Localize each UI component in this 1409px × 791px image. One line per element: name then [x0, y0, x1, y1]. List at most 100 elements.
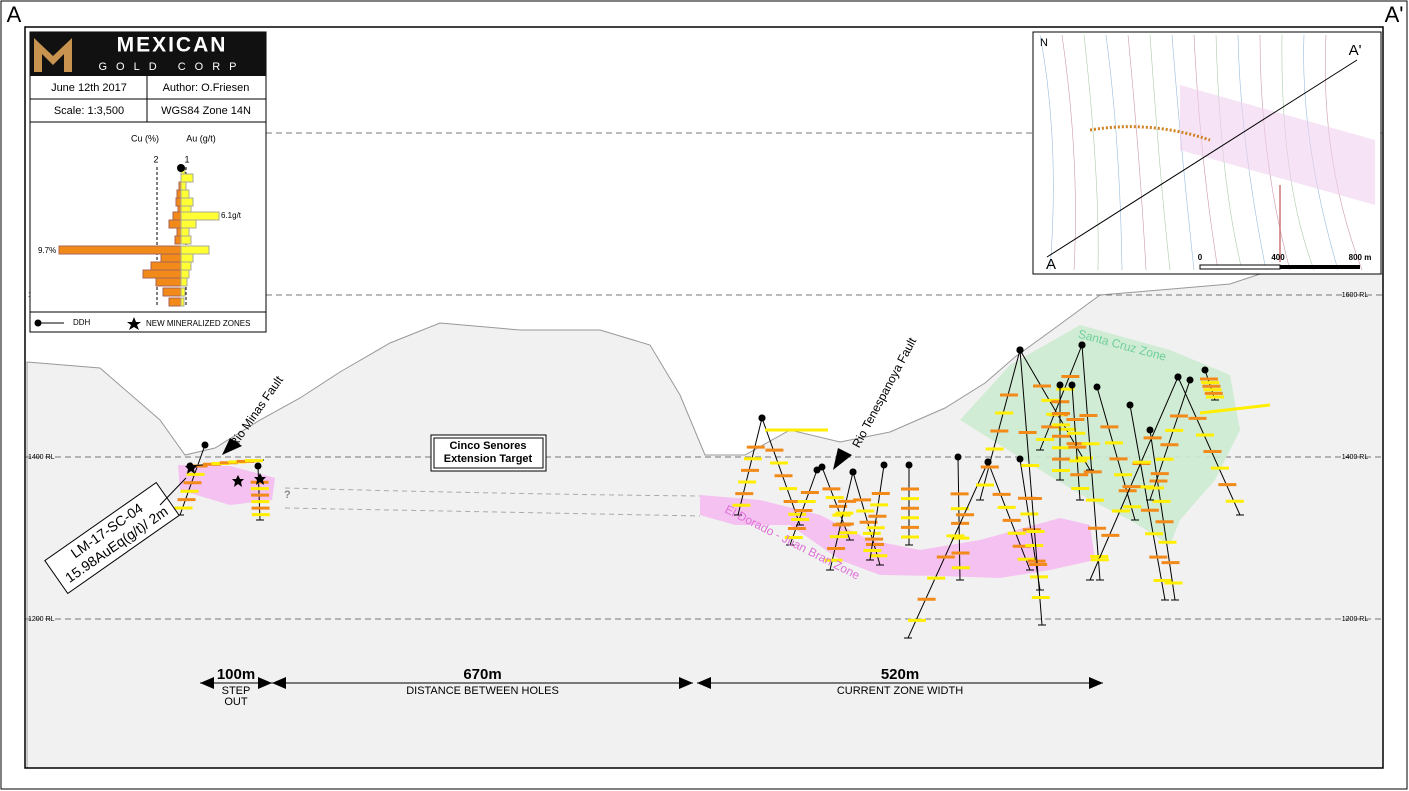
dimension-label: STEP [222, 685, 251, 697]
info-grid [30, 76, 266, 123]
rl-label: 1400 RL [28, 454, 55, 461]
au-bar [180, 189, 190, 199]
scale-400: 400 [1271, 253, 1285, 262]
collar [880, 461, 888, 469]
dimension-value: 520m [881, 666, 919, 683]
legend-box [29, 31, 267, 333]
collar [1146, 426, 1154, 434]
drill-hole [789, 469, 818, 546]
collar [254, 462, 262, 470]
au-bar [180, 297, 185, 307]
legend-ddh: DDH [73, 318, 91, 327]
contour [1127, 34, 1147, 271]
au-bar [180, 261, 192, 271]
cu-bar [142, 269, 182, 279]
inset-a-prime: A' [1349, 42, 1362, 59]
contour [1039, 34, 1054, 271]
star-symbol [127, 317, 141, 330]
contour [1105, 34, 1123, 271]
collar [201, 441, 209, 449]
cu-tick: 2 [153, 154, 158, 164]
collar [1016, 455, 1024, 463]
collar [1126, 401, 1134, 409]
cu-bar [174, 235, 182, 245]
scale-0: 0 [1198, 253, 1203, 262]
collar [905, 461, 913, 469]
collar [1016, 346, 1024, 354]
cu-bar [150, 261, 182, 271]
au-bar [180, 269, 190, 279]
dimension-label: DISTANCE BETWEEN HOLES [406, 685, 559, 697]
au-bar [180, 253, 194, 263]
corner-a-prime: A' [1385, 2, 1404, 27]
santa-cruz-zone [960, 325, 1240, 545]
inset-zone [1180, 85, 1375, 205]
rl-label: 1200 RL [28, 616, 55, 623]
info-projection: WGS84 Zone 14N [161, 105, 251, 117]
cu-label: Cu (%) [131, 133, 159, 143]
inset-a: A [1046, 256, 1056, 273]
cu-bar [176, 189, 182, 199]
drill-hole [1096, 386, 1136, 521]
collar [818, 463, 826, 471]
drill-hole [1071, 384, 1081, 501]
collar [1174, 373, 1182, 381]
dimension-label: OUT [224, 696, 248, 708]
au-bar [180, 181, 187, 191]
au-bar [180, 197, 194, 207]
collar [1078, 341, 1086, 349]
rl-label: 1400 RL [1342, 454, 1369, 461]
au-bar [180, 277, 188, 287]
drill-hole [1019, 349, 1091, 471]
legend-star: NEW MINERALIZED ZONES [146, 319, 250, 328]
au-bar [180, 245, 210, 255]
dimension-value: 100m [217, 666, 255, 683]
drill-hole [829, 471, 854, 571]
inset-north: N [1040, 37, 1048, 49]
info-scale: Scale: 1:3,500 [54, 105, 124, 117]
cu-bar [58, 245, 182, 255]
target-trend [284, 487, 701, 517]
drill-hole [979, 349, 1021, 501]
inset-workings [1089, 125, 1211, 142]
drill-hole [957, 456, 961, 581]
cu-bar [175, 197, 182, 207]
dimension-label: CURRENT ZONE WIDTH [837, 685, 963, 697]
drill-hole [869, 464, 885, 561]
drill-hole [907, 461, 989, 639]
target-line-2: Extension Target [444, 453, 533, 465]
drill-hole [257, 465, 261, 521]
collar [1186, 376, 1194, 384]
contour [1061, 34, 1076, 271]
cu-bar [176, 227, 182, 237]
info-author: Author: O.Friesen [163, 82, 250, 94]
au-bar [180, 227, 190, 237]
drill-hole [1019, 458, 1041, 591]
drill-hole [179, 444, 206, 516]
frame [24, 26, 1384, 769]
drill-hole [821, 466, 851, 541]
target-box [430, 434, 547, 472]
logo-sub: GOLD CORP [98, 61, 245, 73]
rl-label: 1200 RL [1342, 616, 1369, 623]
new-zone-star [254, 473, 266, 485]
collar [954, 453, 962, 461]
cu-bar [172, 211, 182, 221]
rl-label: 1600 RL [1342, 292, 1369, 299]
drill-hole [987, 461, 1031, 571]
question-mark: ? [284, 489, 291, 501]
collar [849, 468, 857, 476]
target-box-inner [433, 437, 544, 469]
new-zone-star [232, 475, 244, 487]
au-bar [180, 173, 194, 183]
contour [1083, 34, 1099, 271]
cu-bar [168, 297, 182, 307]
corner-a: A [7, 2, 22, 27]
fault-arrow-1 [222, 438, 242, 455]
contour [1149, 34, 1171, 271]
scale-bar-a [1199, 264, 1281, 270]
scale-bar-b [1280, 265, 1360, 269]
collar [758, 414, 766, 422]
contour [1215, 34, 1243, 271]
